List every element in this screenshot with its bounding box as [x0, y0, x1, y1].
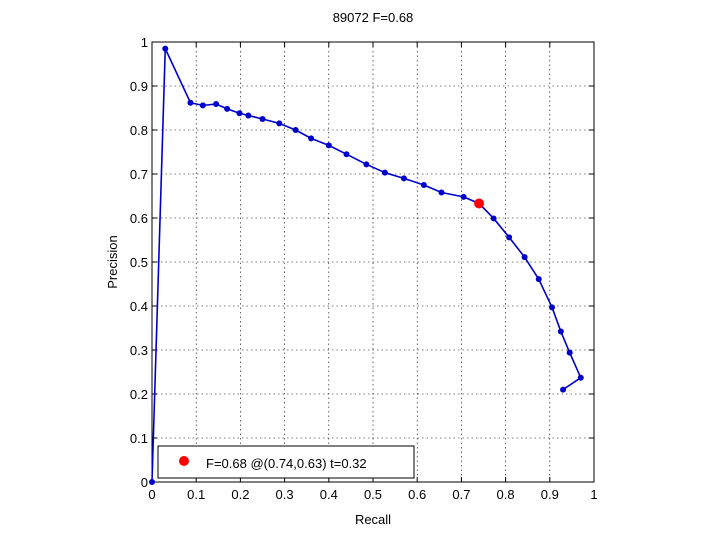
x-tick-label: 0.7 — [452, 487, 470, 502]
y-tick-label: 0.8 — [130, 123, 148, 138]
legend: F=0.68 @(0.74,0.63) t=0.32 — [157, 445, 415, 479]
y-tick-label: 0.6 — [130, 211, 148, 226]
data-point — [213, 101, 220, 108]
legend-box — [157, 445, 415, 479]
data-point — [363, 161, 370, 168]
y-tick-label: 0.2 — [130, 387, 148, 402]
x-tick-label: 0.9 — [541, 487, 559, 502]
chart-title: 89072 F=0.68 — [333, 10, 414, 25]
data-point — [245, 112, 252, 119]
x-tick-label: 1 — [590, 487, 597, 502]
y-tick-label: 0 — [141, 475, 148, 490]
data-point — [438, 189, 445, 196]
data-point — [381, 169, 388, 176]
y-tick-label: 0.4 — [130, 299, 148, 314]
data-point — [577, 374, 584, 381]
data-point — [187, 99, 194, 106]
data-point — [566, 349, 573, 356]
data-point — [549, 304, 556, 311]
y-tick-label: 1 — [141, 35, 148, 50]
x-tick-label: 0.4 — [320, 487, 338, 502]
y-axis-label: Precision — [105, 235, 120, 288]
data-point — [506, 234, 513, 241]
data-point — [490, 215, 497, 222]
data-point — [276, 120, 283, 127]
y-tick-label: 0.7 — [130, 167, 148, 182]
data-point — [560, 386, 567, 393]
x-tick-label: 0 — [148, 487, 155, 502]
data-point — [400, 175, 407, 182]
plot-frame — [151, 41, 595, 483]
y-tick-label: 0.1 — [130, 431, 148, 446]
data-point — [343, 151, 350, 158]
data-point — [199, 102, 206, 109]
data-point — [535, 276, 542, 283]
x-tick-label: 0.3 — [276, 487, 294, 502]
data-point — [236, 110, 243, 117]
data-point — [325, 142, 332, 149]
x-tick-label: 0.5 — [364, 487, 382, 502]
y-tick-label: 0.9 — [130, 79, 148, 94]
data-point — [259, 116, 266, 122]
data-point — [224, 105, 231, 112]
y-tick-label: 0.5 — [130, 255, 148, 270]
data-point — [292, 127, 299, 133]
legend-marker — [179, 456, 189, 466]
x-tick-label: 0.8 — [497, 487, 515, 502]
x-tick-label: 0.6 — [408, 487, 426, 502]
data-point — [308, 135, 315, 142]
data-point — [420, 182, 427, 188]
x-axis-label: Recall — [355, 512, 391, 527]
x-tick-label: 0.1 — [187, 487, 205, 502]
data-point — [162, 45, 169, 52]
x-tick-label: 0.2 — [231, 487, 249, 502]
data-point — [460, 193, 467, 200]
data-point — [557, 328, 564, 335]
axis-ticks: 0 0.1 0.2 0.3 0.4 0.5 0.6 0.7 0.8 0.9 1 0 0.1 0.2 0.3 0… — [130, 35, 598, 502]
best-f-point — [474, 198, 485, 209]
legend-label: F=0.68 @(0.74,0.63) t=0.32 — [206, 456, 367, 471]
series-layer — [149, 45, 584, 485]
data-point — [521, 254, 528, 261]
data-point — [149, 479, 155, 485]
y-tick-label: 0.3 — [130, 343, 148, 358]
